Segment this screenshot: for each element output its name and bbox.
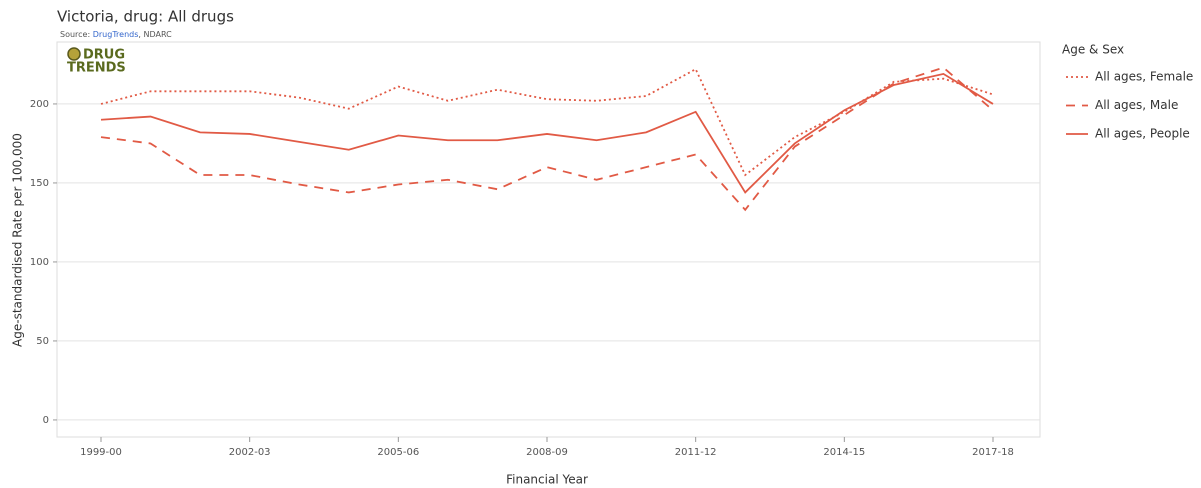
legend-label: All ages, People (1095, 127, 1190, 141)
source-org: , NDARC (138, 30, 172, 39)
y-axis-label: Age-standardised Rate per 100,000 (11, 133, 25, 347)
chart-title: Victoria, drug: All drugs (57, 8, 234, 26)
x-tick-label: 2008-09 (526, 447, 568, 458)
legend-title: Age & Sex (1062, 43, 1124, 57)
series-line (100, 66, 994, 212)
plot-frame (56, 41, 1041, 438)
x-tick-label: 1999-00 (80, 447, 122, 458)
source-link[interactable]: DrugTrends (93, 30, 139, 39)
source-prefix: Source: (60, 30, 93, 39)
legend-label: All ages, Female (1095, 70, 1193, 84)
logo-text: TRENDS (67, 61, 126, 76)
legend-label: All ages, Male (1095, 98, 1178, 112)
x-tick-label: 2017-18 (972, 447, 1014, 458)
y-tick-label: 100 (30, 257, 49, 268)
source: Source: DrugTrends, NDARC (60, 30, 172, 39)
y-tick-label: 50 (36, 336, 49, 347)
y-tick-label: 0 (43, 415, 49, 426)
series-line (100, 72, 994, 194)
y-tick-label: 200 (30, 99, 49, 110)
x-tick-label: 2011-12 (675, 447, 717, 458)
logo-icon (67, 47, 81, 61)
x-tick-label: 2002-03 (229, 447, 271, 458)
x-tick-label: 2014-15 (823, 447, 865, 458)
x-tick-label: 2005-06 (377, 447, 419, 458)
y-tick-label: 150 (30, 178, 49, 189)
logo-text: DRUG (83, 48, 125, 63)
series-line (100, 67, 994, 177)
x-axis-label: Financial Year (506, 473, 588, 487)
